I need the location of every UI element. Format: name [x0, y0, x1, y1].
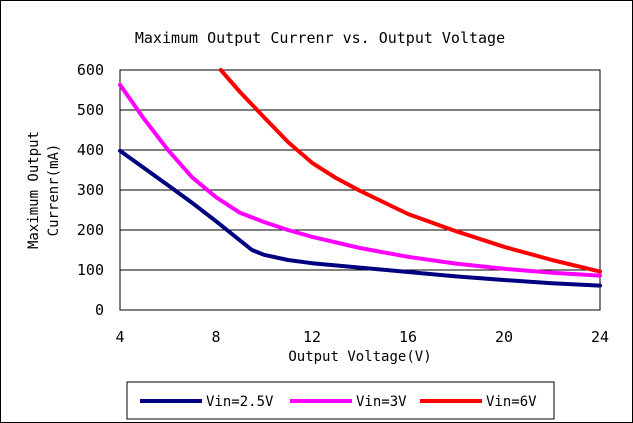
series-line-2	[118, 82, 602, 278]
y-tick-label: 200	[77, 221, 104, 239]
y-tick-labels: 0 100 200 300 400 500 600	[77, 61, 104, 319]
legend: Vin=2.5V Vin=3V Vin=6V	[140, 394, 537, 410]
x-tick-label: 12	[303, 328, 321, 346]
y-tick-label: 300	[77, 181, 104, 199]
y-tick-label: 100	[77, 261, 104, 279]
x-tick-label: 20	[495, 328, 513, 346]
y-tick-label: 600	[77, 61, 104, 79]
x-tick-labels: 4 8 12 16 20 24	[115, 328, 609, 346]
y-tick-label: 500	[77, 101, 104, 119]
x-tick-label: 4	[115, 328, 124, 346]
legend-label-1: Vin=2.5V	[206, 394, 274, 410]
legend-label-2: Vin=3V	[356, 394, 407, 410]
chart-title: Maximum Output Currenr vs. Output Voltag…	[135, 29, 505, 47]
y-axis-label-line-1: Maximum Output	[26, 131, 42, 249]
x-tick-label: 16	[399, 328, 417, 346]
y-axis-label: Maximum Output Currenr(mA)	[26, 131, 62, 249]
legend-label-3: Vin=6V	[486, 394, 537, 410]
series-line-3	[218, 68, 602, 274]
plot-area	[119, 69, 601, 311]
y-tick-label: 400	[77, 141, 104, 159]
y-tick-label: 0	[95, 301, 104, 319]
series-lines	[118, 68, 602, 288]
series-line-1	[118, 148, 602, 288]
x-tick-label: 24	[591, 328, 609, 346]
y-axis-label-line-2: Currenr(mA)	[46, 144, 62, 237]
x-axis-label: Output Voltage(V)	[288, 349, 431, 365]
x-tick-label: 8	[211, 328, 220, 346]
